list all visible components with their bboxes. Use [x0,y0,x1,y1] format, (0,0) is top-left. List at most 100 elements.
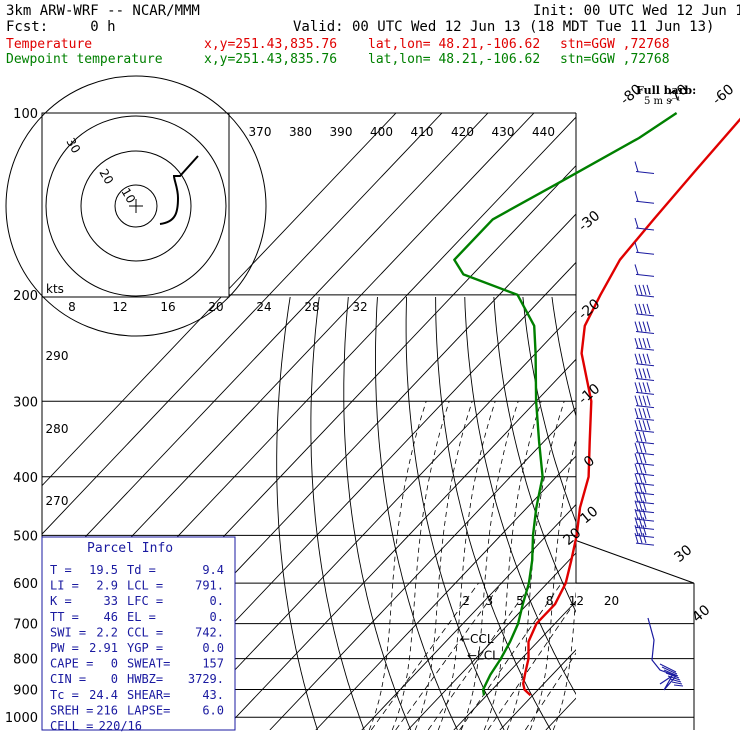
pressure-tick: 100 [13,107,38,122]
dry-adiabat [276,297,318,730]
moist-adiabat [506,401,565,730]
dry-adiabat [343,297,412,730]
parcel-value: 0. [210,610,224,624]
wind-barb-flag [634,408,639,419]
wind-barb-staff [635,518,655,522]
wind-barb-flag [642,337,647,349]
wind-barb-flag [663,669,679,677]
pressure-tick: 600 [13,577,38,592]
wind-barb-flag [638,408,643,419]
wind-barb-staff [635,273,655,277]
speed-label: 24 [256,300,271,314]
parcel-key: SHEAR= [127,688,170,702]
mixing-ratio-line [427,582,533,730]
isotherm-label: 30 [671,542,695,566]
wind-barb-flag [634,442,639,453]
wind-barb-flag [642,517,647,528]
wind-barb-flag [638,532,643,544]
isotherm [453,600,576,730]
wind-barb-staff [635,347,655,351]
mixing-ratio-line [395,582,502,730]
wind-barb-flag [634,242,639,253]
wind-barb-flag [646,420,651,431]
isotherm [42,113,443,535]
wind-barb-flag [638,453,643,464]
speed-label: 20 [208,300,223,314]
isotherm-label: -20 [576,296,604,323]
parcel-key: LCL = [127,579,163,593]
wind-barb-flag [638,508,643,520]
wind-barb-flag [634,337,639,349]
wind-barbs [634,161,684,691]
wind-barb-flag [634,191,639,202]
parcel-key: LI = [50,579,79,593]
wind-barb-staff [635,429,655,433]
wind-barb-cluster [647,617,678,691]
parcel-key: PW = [50,641,79,655]
wind-barb-flag [665,672,680,679]
dry-adiabat [690,113,740,730]
wind-barb-staff [635,492,655,496]
wind-barb-staff [635,391,655,395]
wind-barb-flag [642,500,647,511]
wind-barb-flag [638,463,643,474]
parcel-key: YGP = [127,641,163,655]
parcel-key: LFC = [127,594,163,608]
mixing-ratio-label: 2 [462,594,470,608]
parcel-key: SWEAT= [127,657,170,671]
hodograph-units: kts [46,282,64,296]
wind-barb-flag [638,482,643,493]
mixing-ratio-line [370,582,479,730]
valid-time: Valid: 00 UTC Wed 12 Jun 13 (18 MDT Tue … [293,19,715,35]
temperature-label: Temperature [6,37,93,52]
wind-barb-flag [646,353,651,364]
dewpoint-trace [453,112,678,696]
wind-barb-flag [634,532,639,544]
wind-barb-flag [642,420,647,431]
wind-barb-flag [646,395,651,406]
hodograph-ring [45,115,227,297]
wind-barb-flag [634,395,639,406]
speed-label: 28 [304,300,319,314]
wind-barb-flag [638,517,643,528]
parcel-value: 33 [104,594,118,608]
isotherm-label: 0 [581,453,598,471]
wind-barb-staff [635,313,655,317]
parcel-key: SREH = [50,703,93,717]
moist-adiabat [391,401,450,730]
pressure-tick: 900 [13,684,38,699]
pressure-tick: 1000 [5,711,38,726]
wind-barb-flag [638,491,643,502]
mixing-ratio-label: 12 [569,594,584,608]
wind-barb-flag [642,368,647,379]
dry-adiabat [666,113,740,730]
parcel-info-title: Parcel Info [87,541,173,556]
wind-barb-flag [642,508,647,520]
theta-label: 370 [249,125,272,139]
wind-barb-flag [638,525,643,536]
parcel-value: 2.91 [89,641,118,655]
isotherm [177,310,576,730]
mixing-ratio-line [487,599,576,730]
temperature-station: stn=GGW ,72768 [560,37,670,52]
wind-barb-flag [638,500,643,511]
parcel-value: 9.4 [202,563,224,577]
temperature-latlon: lat,lon= 48.21,-106.62 [368,37,541,52]
moist-adiabat [529,437,576,730]
mixing-ratio-label: 5 [516,594,524,608]
parcel-key: CAPE = [50,657,93,671]
parcel-key: LAPSE= [127,703,170,717]
wind-barb-flag [634,303,639,315]
wind-barb-staff [635,405,655,409]
isotherm [42,113,397,487]
wind-barb-flag [642,473,647,484]
isotherm [223,358,576,730]
forecast-hour: Fcst: 0 h [6,19,116,35]
dry-adiabat [570,113,740,730]
parcel-key: T = [50,563,72,577]
wind-barb-flag [661,666,678,675]
parcel-value: 43. [202,688,224,702]
inset-theta-label: 290 [46,349,69,363]
